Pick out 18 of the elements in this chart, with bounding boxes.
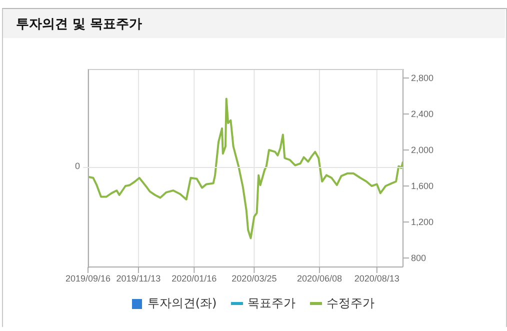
x-tick-label: 2020/03/25 (232, 273, 277, 284)
chart-title: 투자의견 및 목표주가 (16, 16, 142, 33)
y2-tick-label: 2,800 (411, 73, 434, 84)
legend-label: 목표주가 (248, 295, 296, 312)
y2-tick-label: 800 (411, 253, 426, 264)
y2-tick-label: 2,400 (411, 109, 434, 120)
legend-label: 투자의견(좌) (147, 295, 217, 312)
y2-tick-label: 1,600 (411, 181, 434, 192)
x-tick-label: 2020/06/08 (296, 273, 342, 284)
x-tick-label: 2019/11/13 (116, 273, 161, 284)
line-series (88, 98, 403, 240)
y2-tick-label: 2,000 (411, 145, 434, 156)
text: 0 (74, 161, 80, 171)
x-tick-label: 2020/01/16 (172, 273, 217, 284)
legend-label: 수정주가 (326, 295, 375, 312)
y2-tick-label: 1,200 (411, 217, 434, 228)
x-tick-label: 2020/08/13 (354, 273, 400, 284)
x-tick-label: 2019/09/16 (65, 273, 111, 284)
